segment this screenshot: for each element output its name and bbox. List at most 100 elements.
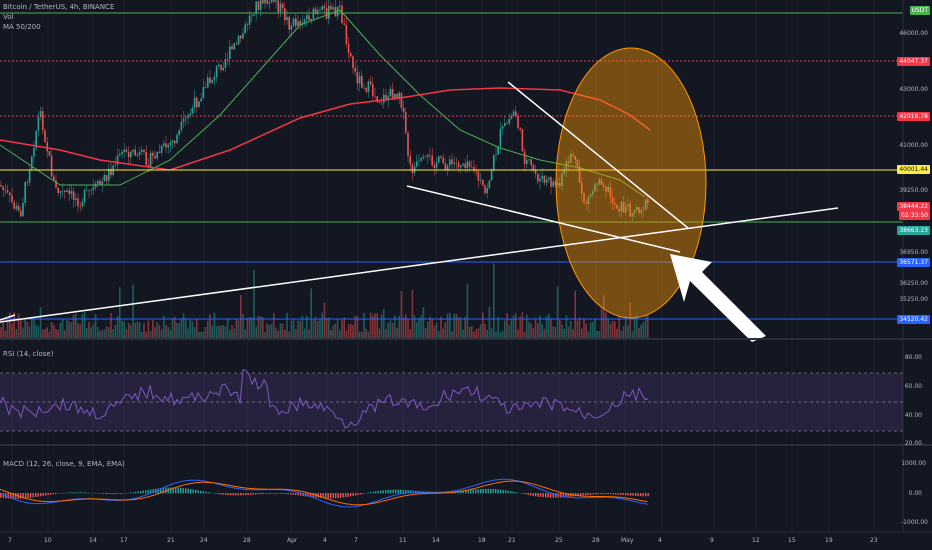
rsi-tick: 60.00 bbox=[904, 383, 922, 390]
candle-body bbox=[519, 127, 521, 130]
candle-body bbox=[361, 75, 363, 88]
highlight-ellipse[interactable] bbox=[555, 47, 707, 319]
macd-histogram-bar bbox=[525, 493, 527, 495]
trendline-long-support[interactable] bbox=[0, 207, 839, 323]
candle-body bbox=[510, 115, 513, 119]
candle-body bbox=[378, 102, 381, 103]
macd-histogram-bar bbox=[172, 487, 174, 494]
volume-bar bbox=[4, 330, 7, 338]
volume-bar bbox=[235, 318, 238, 338]
candle-body bbox=[127, 152, 130, 158]
volume-bar bbox=[277, 330, 279, 338]
current-price-tag[interactable]: 38444.22 bbox=[897, 202, 930, 211]
volume-bar bbox=[570, 321, 572, 338]
macd-histogram-bar bbox=[47, 493, 49, 496]
level-tag-42018[interactable]: 42018.78 bbox=[897, 112, 930, 121]
macd-histogram-bar bbox=[332, 493, 334, 499]
candle-body bbox=[563, 169, 565, 174]
candle-body bbox=[405, 112, 407, 133]
level-tag-34520[interactable]: 34520.42 bbox=[897, 315, 930, 324]
macd-histogram-bar bbox=[340, 493, 342, 498]
macd-histogram-bar bbox=[465, 490, 467, 494]
symbol-legend[interactable]: Bitcoin / TetherUS, 4h, BINANCE bbox=[3, 3, 115, 11]
candle-body bbox=[290, 25, 293, 30]
candle-body bbox=[625, 206, 627, 213]
volume-bar bbox=[68, 321, 70, 338]
rsi-legend[interactable]: RSI (14, close) bbox=[3, 350, 54, 358]
level-tag-40001[interactable]: 40001.44 bbox=[897, 165, 930, 174]
level-tag-38663[interactable]: 38663.23 bbox=[897, 226, 930, 235]
macd-histogram-bar bbox=[462, 490, 464, 494]
volume-bar bbox=[559, 320, 561, 338]
volume-bar bbox=[532, 328, 535, 338]
macd-histogram-bar bbox=[580, 493, 582, 496]
volume-bar bbox=[618, 316, 620, 338]
volume-bar bbox=[182, 313, 185, 338]
macd-histogram-bar bbox=[530, 493, 532, 496]
trendline-descending-resistance[interactable] bbox=[507, 81, 689, 229]
macd-histogram-bar bbox=[37, 493, 39, 497]
level-tag-36571[interactable]: 36571.37 bbox=[897, 258, 930, 267]
volume-bar bbox=[211, 325, 213, 338]
candle-body bbox=[319, 9, 321, 11]
arrow-annotation[interactable] bbox=[670, 254, 766, 342]
candle-body bbox=[193, 97, 196, 108]
candle-body bbox=[330, 5, 332, 10]
candle-body bbox=[534, 169, 537, 174]
volume-bar bbox=[400, 291, 403, 338]
candle-body bbox=[504, 123, 506, 127]
candle-body bbox=[288, 16, 290, 30]
macd-histogram-bar bbox=[67, 492, 69, 494]
macd-histogram-bar bbox=[262, 493, 264, 495]
candle-body bbox=[336, 6, 339, 17]
macd-histogram-bar bbox=[542, 493, 544, 498]
candle-body bbox=[182, 118, 185, 122]
volume-bar bbox=[297, 320, 299, 338]
volume-bar bbox=[389, 320, 392, 338]
candle-body bbox=[446, 165, 449, 170]
volume-bar bbox=[79, 324, 81, 338]
volume-bar bbox=[592, 321, 594, 338]
volume-bar bbox=[86, 327, 88, 338]
volume-bar bbox=[396, 327, 398, 338]
currency-label[interactable]: USDT bbox=[909, 6, 930, 15]
price-tick: 36250.00 bbox=[899, 280, 928, 287]
volume-bar bbox=[616, 328, 618, 338]
macd-histogram-bar bbox=[402, 489, 404, 494]
candle-body bbox=[396, 93, 398, 98]
macd-histogram-bar bbox=[160, 488, 162, 494]
level-tag-44047[interactable]: 44047.37 bbox=[897, 57, 930, 66]
candle-body bbox=[614, 203, 616, 206]
volume-bar bbox=[262, 317, 264, 338]
volume-bar bbox=[64, 330, 66, 338]
candle-body bbox=[365, 87, 367, 92]
macd-histogram-bar bbox=[2, 493, 4, 499]
volume-bar bbox=[420, 315, 422, 338]
volume-bar bbox=[431, 319, 433, 338]
volume-bar bbox=[339, 330, 341, 338]
ma-legend[interactable]: MA 50/200 bbox=[3, 23, 41, 31]
volume-bar bbox=[125, 329, 128, 338]
price-candles bbox=[0, 0, 649, 222]
candle-body bbox=[48, 151, 51, 156]
macd-histogram-bar bbox=[645, 493, 647, 497]
volume-bar bbox=[510, 318, 513, 338]
candle-body bbox=[81, 202, 84, 207]
date-axis[interactable]: 7 10 14 17 21 24 28 Apr 4 7 11 14 18 21 25 28 May 4 9 12 15 1… bbox=[0, 535, 903, 549]
date-tick: 15 bbox=[788, 537, 796, 544]
macd-histogram-bar bbox=[112, 493, 114, 495]
volume-legend[interactable]: Vol bbox=[3, 13, 14, 21]
volume-bar bbox=[77, 323, 79, 338]
trendline-short[interactable] bbox=[0, 314, 16, 321]
volume-bar bbox=[345, 330, 348, 338]
macd-histogram-bar bbox=[147, 489, 149, 494]
trendline-descending-support[interactable] bbox=[406, 185, 681, 253]
volume-bar bbox=[504, 320, 506, 338]
candle-body bbox=[83, 190, 86, 203]
volume-bar bbox=[55, 328, 57, 338]
macd-legend[interactable]: MACD (12, 26, close, 9, EMA, EMA) bbox=[3, 460, 125, 468]
volume-bar bbox=[314, 316, 317, 338]
volume-bar bbox=[466, 284, 469, 338]
candle-body bbox=[218, 64, 220, 67]
